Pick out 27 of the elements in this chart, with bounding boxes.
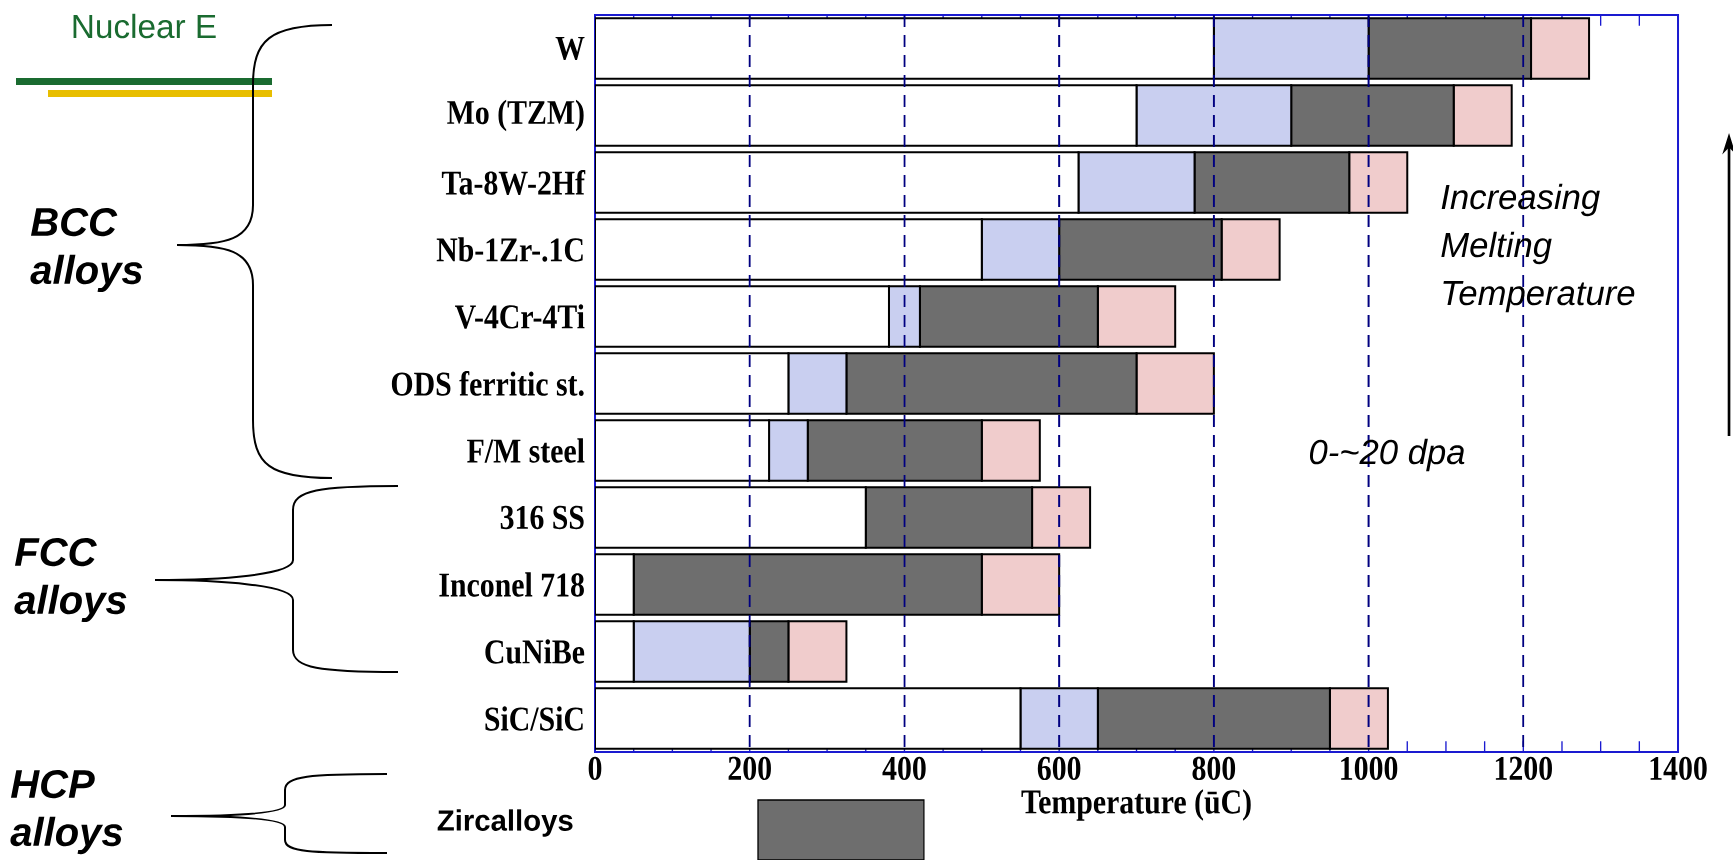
annotation: 0-~20 dpa [1309,438,1465,472]
x-tick-label: 1200 [1495,756,1552,781]
x-tick-label: 400 [882,756,926,781]
y-tick-label: CuNiBe [485,639,585,664]
y-tick-label: F/M steel [467,438,585,463]
y-tick-label: Inconel 718 [439,572,584,597]
y-tick-label: ODS ferritic st. [391,371,584,396]
y-tick-label: 316 SS [500,505,584,530]
y-tick-label: Ta-8W-2Hf [441,170,586,195]
x-tick-label: 800 [1192,756,1236,781]
x-tick-label: 1400 [1650,756,1707,781]
text: Nuclear E [73,13,216,39]
x-tick-label: 200 [728,756,771,781]
y-tick-label: Mo (TZM) [447,99,584,132]
text: FCC alloys [14,537,127,623]
x-tick-label: 600 [1037,756,1081,781]
text: HCP alloys [10,769,123,855]
x-axis-title: Temperature (ūC) [1021,789,1251,821]
text: Zircalloys [437,809,573,837]
annotation: Increasing Melting Temperature [1441,183,1635,313]
y-tick-label: W [555,36,585,61]
x-tick-label: 1000 [1341,756,1398,781]
text: BCC alloys [30,207,143,293]
y-tick-label: Nb-1Zr-.1C [436,237,583,262]
x-tick-label: 0 [588,756,602,781]
y-tick-label: V-4Cr-4Ti [455,304,585,329]
y-tick-label: SiC/SiC [485,706,583,731]
